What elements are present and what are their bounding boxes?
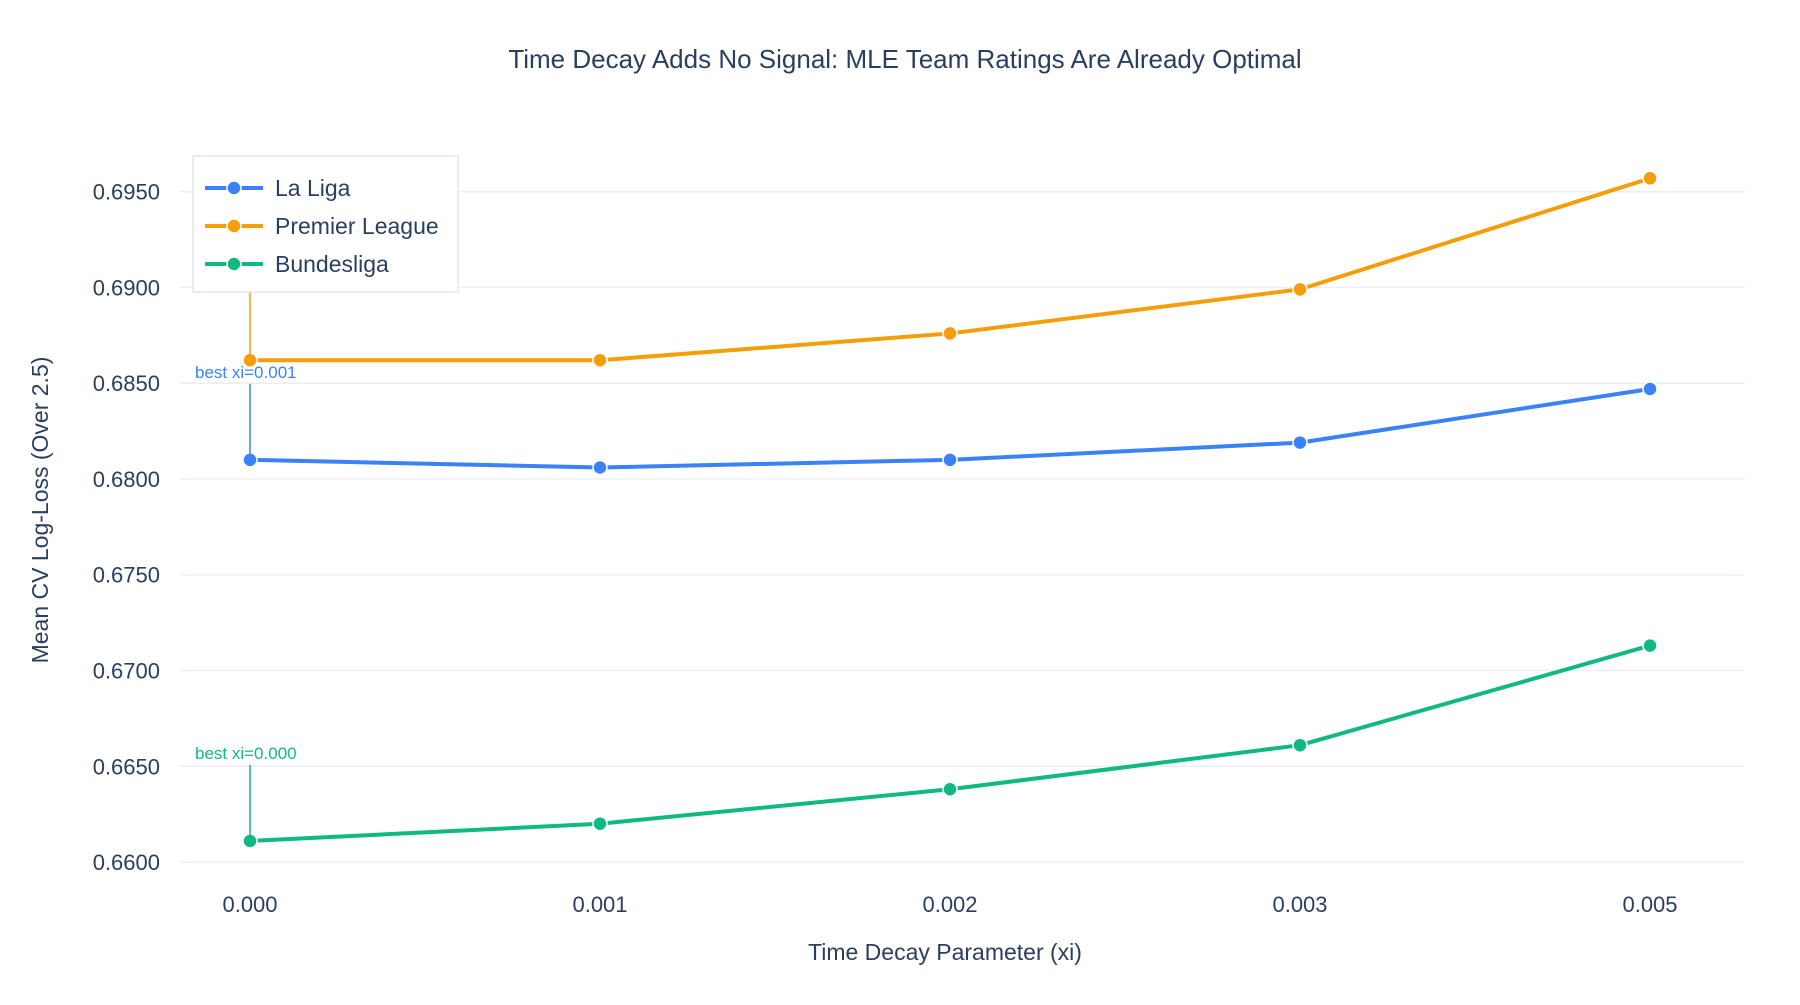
data-point-la-liga	[1292, 434, 1308, 451]
legend-item[interactable]: La Liga	[205, 175, 351, 201]
series-line-bundesliga	[248, 643, 1652, 843]
x-axis-label: Time Decay Parameter (xi)	[808, 939, 1082, 965]
y-tick-label: 0.6850	[93, 371, 160, 396]
x-tick-label: 0.002	[922, 892, 977, 917]
series-la-liga	[242, 381, 1658, 476]
data-point-la-liga	[242, 452, 258, 468]
y-tick-label: 0.6750	[93, 563, 160, 588]
x-axis-ticks: 0.000 0.001 0.002 0.003 0.005	[222, 892, 1677, 917]
data-point-bundesliga	[1642, 637, 1658, 654]
annotation-label: best xi=0.000	[195, 744, 297, 763]
data-point-bundesliga	[242, 833, 258, 849]
data-point-bundesliga	[592, 815, 608, 832]
legend-label: Premier League	[275, 213, 439, 239]
x-tick-label: 0.003	[1272, 892, 1327, 917]
x-tick-label: 0.005	[1622, 892, 1677, 917]
y-axis-ticks: 0.6600 0.6650 0.6700 0.6750 0.6800 0.6850 0.69…	[93, 180, 160, 875]
legend-marker-swatch	[226, 180, 242, 196]
series-premier-league	[242, 170, 1658, 368]
y-axis-label: Mean CV Log-Loss (Over 2.5)	[27, 357, 53, 664]
data-point-premier-league	[1292, 281, 1308, 298]
data-point-premier-league	[1642, 170, 1658, 187]
legend-item[interactable]: Bundesliga	[205, 251, 389, 277]
legend-label: La Liga	[275, 175, 351, 201]
data-point-bundesliga	[942, 781, 958, 797]
legend-marker-swatch	[226, 218, 242, 234]
y-tick-label: 0.6900	[93, 275, 160, 300]
series-lines	[242, 170, 1658, 849]
annotation-label: best xi=0.001	[195, 363, 297, 382]
data-point-la-liga	[942, 452, 958, 468]
chart-title: Time Decay Adds No Signal: MLE Team Rati…	[508, 44, 1301, 74]
y-tick-label: 0.6950	[93, 180, 160, 205]
y-tick-label: 0.6700	[93, 659, 160, 684]
data-point-premier-league	[592, 352, 608, 368]
y-tick-label: 0.6800	[93, 467, 160, 492]
legend-item[interactable]: Premier League	[205, 213, 439, 239]
legend-marker-swatch	[226, 256, 242, 272]
data-point-premier-league	[942, 325, 958, 342]
legend: La Liga Premier League Bundesliga	[192, 155, 459, 293]
series-bundesliga	[242, 637, 1658, 849]
y-tick-label: 0.6650	[93, 754, 160, 779]
legend-label: Bundesliga	[275, 251, 389, 277]
y-tick-label: 0.6600	[93, 850, 160, 875]
data-point-bundesliga	[1292, 737, 1308, 753]
x-tick-label: 0.000	[222, 892, 277, 917]
x-tick-label: 0.001	[572, 892, 627, 917]
data-point-la-liga	[592, 459, 608, 476]
data-point-la-liga	[1642, 381, 1658, 397]
